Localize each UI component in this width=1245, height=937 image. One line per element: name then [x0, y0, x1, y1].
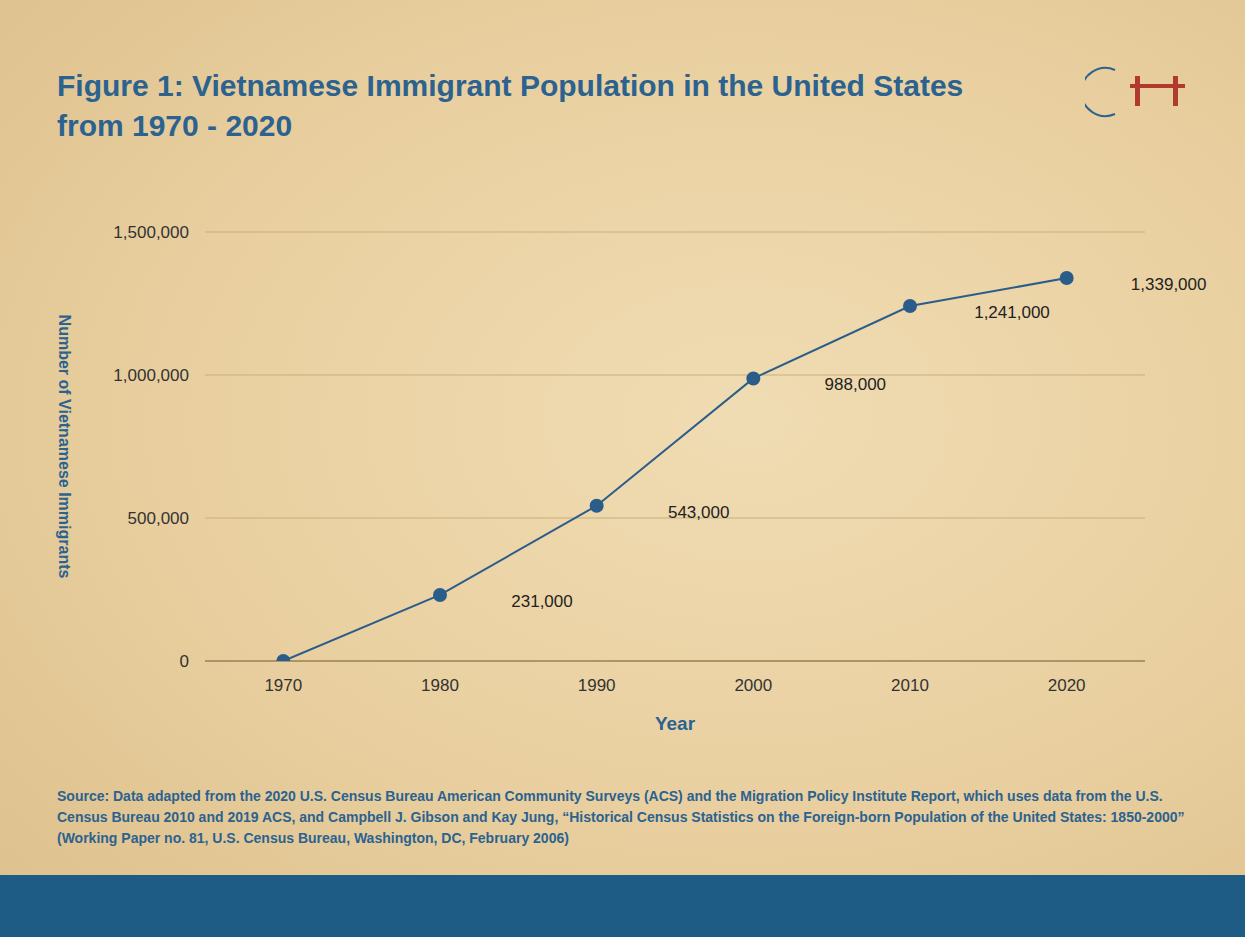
html-text:Source: Data adapted from the: Source: Data adapted from the 2020 U.S. …: [57, 788, 1185, 846]
svg-text:1,500,000: 1,500,000: [113, 223, 189, 242]
svg-text:1,241,000: 1,241,000: [974, 303, 1050, 322]
svg-text:1970: 1970: [264, 676, 302, 695]
svg-text:231,000: 231,000: [511, 592, 572, 611]
svg-text:0: 0: [180, 652, 189, 671]
svg-text:2000: 2000: [734, 676, 772, 695]
svg-text:988,000: 988,000: [825, 375, 886, 394]
html-text:Figure 1: Vietnamese Immigrant: Figure 1: Vietnamese Immigrant Populatio…: [57, 69, 964, 142]
svg-text:543,000: 543,000: [668, 503, 729, 522]
svg-text:2010: 2010: [891, 676, 929, 695]
svg-text:2020: 2020: [1048, 676, 1086, 695]
svg-text:1,339,000: 1,339,000: [1131, 275, 1207, 294]
svg-text:1990: 1990: [578, 676, 616, 695]
svg-text:1,000,000: 1,000,000: [113, 366, 189, 385]
svg-text:1980: 1980: [421, 676, 459, 695]
svg-text:Number of Vietnamese Immigrant: Number of Vietnamese Immigrants: [56, 315, 73, 579]
svg-text:Year: Year: [655, 713, 696, 734]
svg-text:500,000: 500,000: [128, 509, 189, 528]
